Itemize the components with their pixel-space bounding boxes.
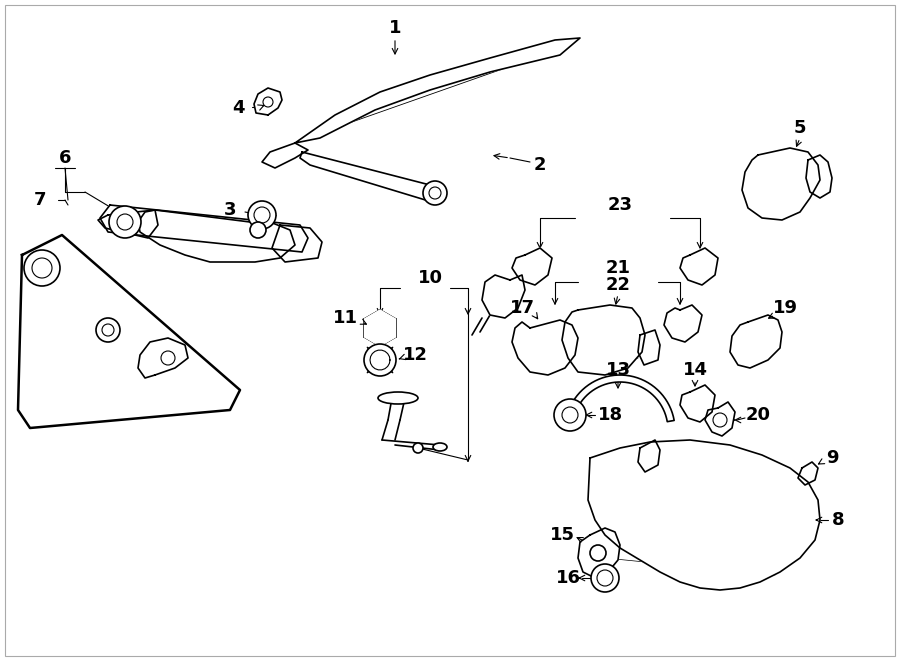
Text: 23: 23: [608, 196, 633, 214]
Text: 1: 1: [389, 19, 401, 37]
Text: 2: 2: [534, 156, 546, 174]
Polygon shape: [295, 38, 580, 143]
Circle shape: [263, 97, 273, 107]
Circle shape: [554, 399, 586, 431]
Circle shape: [248, 201, 276, 229]
Text: 21: 21: [606, 259, 631, 277]
Text: 7: 7: [34, 191, 46, 209]
Circle shape: [562, 407, 578, 423]
Polygon shape: [730, 315, 782, 368]
Polygon shape: [254, 88, 282, 115]
Polygon shape: [272, 225, 322, 262]
Ellipse shape: [433, 443, 447, 451]
Polygon shape: [370, 350, 390, 370]
Circle shape: [109, 206, 141, 238]
Polygon shape: [482, 275, 525, 318]
Polygon shape: [512, 248, 552, 285]
Polygon shape: [680, 248, 718, 285]
Text: 3: 3: [224, 201, 236, 219]
Text: 11: 11: [332, 309, 357, 327]
Polygon shape: [742, 148, 820, 220]
Circle shape: [117, 214, 133, 230]
Text: 18: 18: [598, 406, 623, 424]
Circle shape: [250, 222, 266, 238]
Text: 9: 9: [826, 449, 838, 467]
Ellipse shape: [378, 392, 418, 404]
Circle shape: [32, 258, 52, 278]
Circle shape: [96, 318, 120, 342]
Polygon shape: [705, 402, 735, 436]
Polygon shape: [262, 143, 308, 168]
Circle shape: [254, 207, 270, 223]
Text: 13: 13: [606, 361, 631, 379]
Circle shape: [364, 344, 396, 376]
Circle shape: [423, 181, 447, 205]
Text: 19: 19: [772, 299, 797, 317]
Circle shape: [590, 545, 606, 561]
Polygon shape: [566, 375, 674, 422]
Text: 16: 16: [555, 569, 580, 587]
Circle shape: [102, 324, 114, 336]
Polygon shape: [680, 385, 715, 422]
Text: 14: 14: [682, 361, 707, 379]
Polygon shape: [638, 440, 660, 472]
Text: 5: 5: [794, 119, 806, 137]
Text: 17: 17: [509, 299, 535, 317]
Text: 12: 12: [402, 346, 428, 364]
Polygon shape: [138, 210, 295, 262]
Circle shape: [161, 351, 175, 365]
Polygon shape: [18, 235, 240, 428]
Circle shape: [413, 443, 423, 453]
Circle shape: [713, 413, 727, 427]
Text: 15: 15: [550, 526, 574, 544]
Text: 20: 20: [745, 406, 770, 424]
Polygon shape: [806, 155, 832, 198]
Text: 10: 10: [418, 269, 443, 287]
Polygon shape: [638, 330, 660, 365]
Text: 4: 4: [232, 99, 244, 117]
Polygon shape: [98, 210, 158, 238]
Text: 22: 22: [606, 276, 631, 294]
Circle shape: [24, 250, 60, 286]
Polygon shape: [798, 462, 818, 485]
Polygon shape: [562, 305, 645, 375]
Polygon shape: [578, 528, 620, 578]
Circle shape: [597, 570, 613, 586]
Text: 8: 8: [832, 511, 844, 529]
Polygon shape: [100, 205, 308, 252]
Polygon shape: [512, 320, 578, 375]
Polygon shape: [664, 305, 702, 342]
Polygon shape: [364, 310, 396, 346]
Polygon shape: [588, 440, 820, 590]
Polygon shape: [300, 152, 440, 202]
Circle shape: [429, 187, 441, 199]
Circle shape: [591, 564, 619, 592]
Text: 6: 6: [58, 149, 71, 167]
Polygon shape: [138, 338, 188, 378]
